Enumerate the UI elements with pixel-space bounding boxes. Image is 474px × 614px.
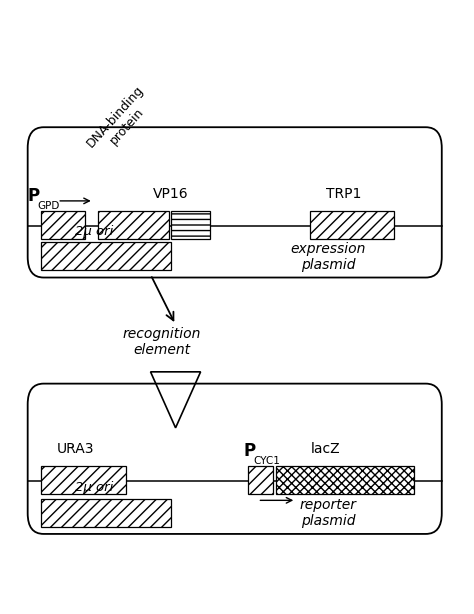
Text: P: P (27, 187, 40, 205)
Text: GPD: GPD (38, 201, 60, 211)
Text: VP16: VP16 (153, 187, 189, 201)
Bar (276, 466, 414, 494)
Text: reporter
plasmid: reporter plasmid (300, 498, 356, 529)
Text: DNA-binding
protein: DNA-binding protein (84, 83, 157, 160)
Bar (98, 211, 169, 239)
FancyBboxPatch shape (27, 384, 442, 534)
FancyBboxPatch shape (27, 127, 442, 278)
Text: CYC1: CYC1 (254, 456, 281, 466)
Bar (310, 211, 394, 239)
Text: TRP1: TRP1 (326, 187, 362, 201)
Text: lacZ: lacZ (311, 442, 340, 456)
Text: P: P (244, 442, 256, 460)
Bar (41, 211, 84, 239)
Text: expression
plasmid: expression plasmid (290, 242, 366, 272)
Bar (248, 466, 273, 494)
Bar (41, 466, 126, 494)
Text: 2μ ori: 2μ ori (74, 481, 113, 494)
Text: recognition
element: recognition element (123, 327, 201, 357)
Text: URA3: URA3 (57, 442, 94, 456)
Bar (41, 242, 171, 270)
Bar (41, 499, 171, 527)
Text: 2μ ori: 2μ ori (74, 225, 113, 238)
Bar (171, 211, 210, 239)
